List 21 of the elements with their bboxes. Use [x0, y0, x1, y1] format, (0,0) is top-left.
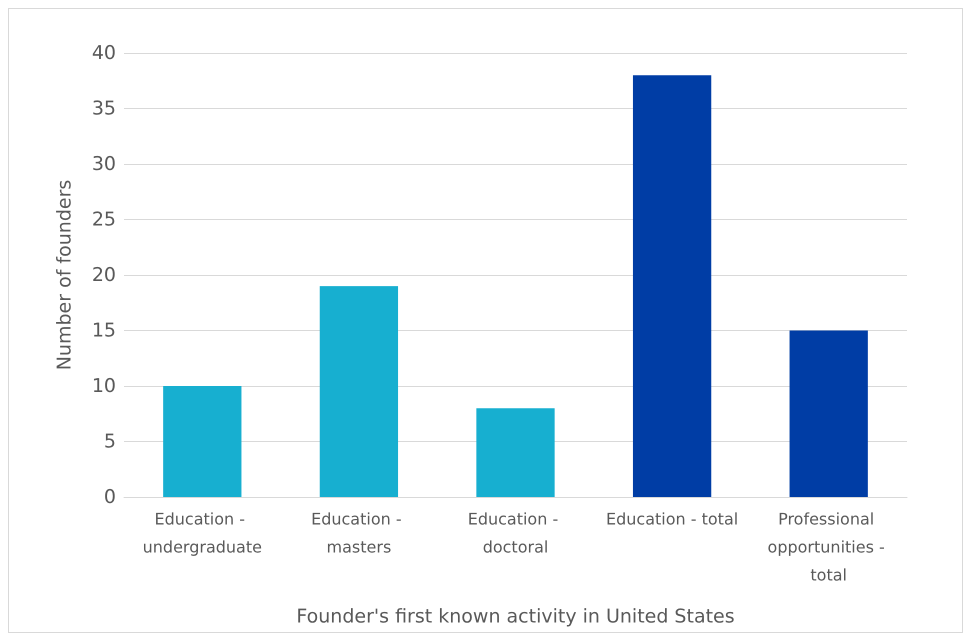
y-tick-label: 30 — [92, 153, 116, 175]
bar — [476, 408, 555, 497]
bar — [632, 75, 712, 497]
x-tick-label: Education - doctoral — [468, 510, 564, 556]
bar — [790, 330, 868, 497]
bar — [163, 386, 242, 497]
y-tick-label: 15 — [92, 320, 116, 342]
x-tick-label: Education - masters — [311, 510, 407, 556]
y-axis-title: Number of founders — [54, 180, 76, 370]
y-tick-label: 20 — [92, 264, 116, 286]
y-tick-label: 25 — [92, 208, 116, 230]
y-tick-label: 0 — [104, 486, 116, 508]
x-tick-label: Professional opportunities - total — [768, 510, 890, 584]
y-tick-label: 40 — [92, 42, 116, 64]
y-tick-label: 35 — [92, 98, 116, 120]
x-axis-title: Founder's first known activity in United States — [296, 606, 735, 628]
bar — [320, 286, 398, 497]
y-tick-label: 5 — [104, 430, 116, 452]
x-tick-label: Education - total — [606, 510, 738, 528]
y-tick-label: 10 — [92, 375, 116, 397]
x-tick-label: Education - undergraduate — [142, 510, 262, 556]
